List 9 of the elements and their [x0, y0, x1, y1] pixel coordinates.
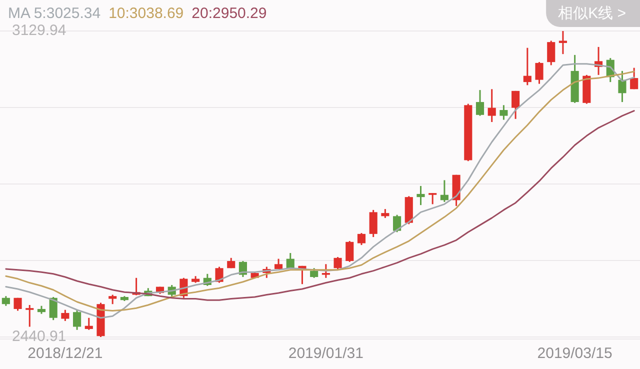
legend: MA 5:3025.34: [8, 4, 101, 22]
x-tick-label: 2019/03/15: [537, 344, 612, 362]
y-tick-label: 3129.94: [12, 22, 66, 39]
line-series: [5, 110, 635, 301]
x-tick-label: 2019/01/31: [288, 344, 364, 362]
legend: 20:2950.29: [192, 4, 267, 22]
y-tick-label: 2440.91: [12, 328, 66, 345]
legend: 10:3038.69: [108, 4, 184, 22]
x-tick-label: 2018/12/21: [28, 344, 103, 362]
